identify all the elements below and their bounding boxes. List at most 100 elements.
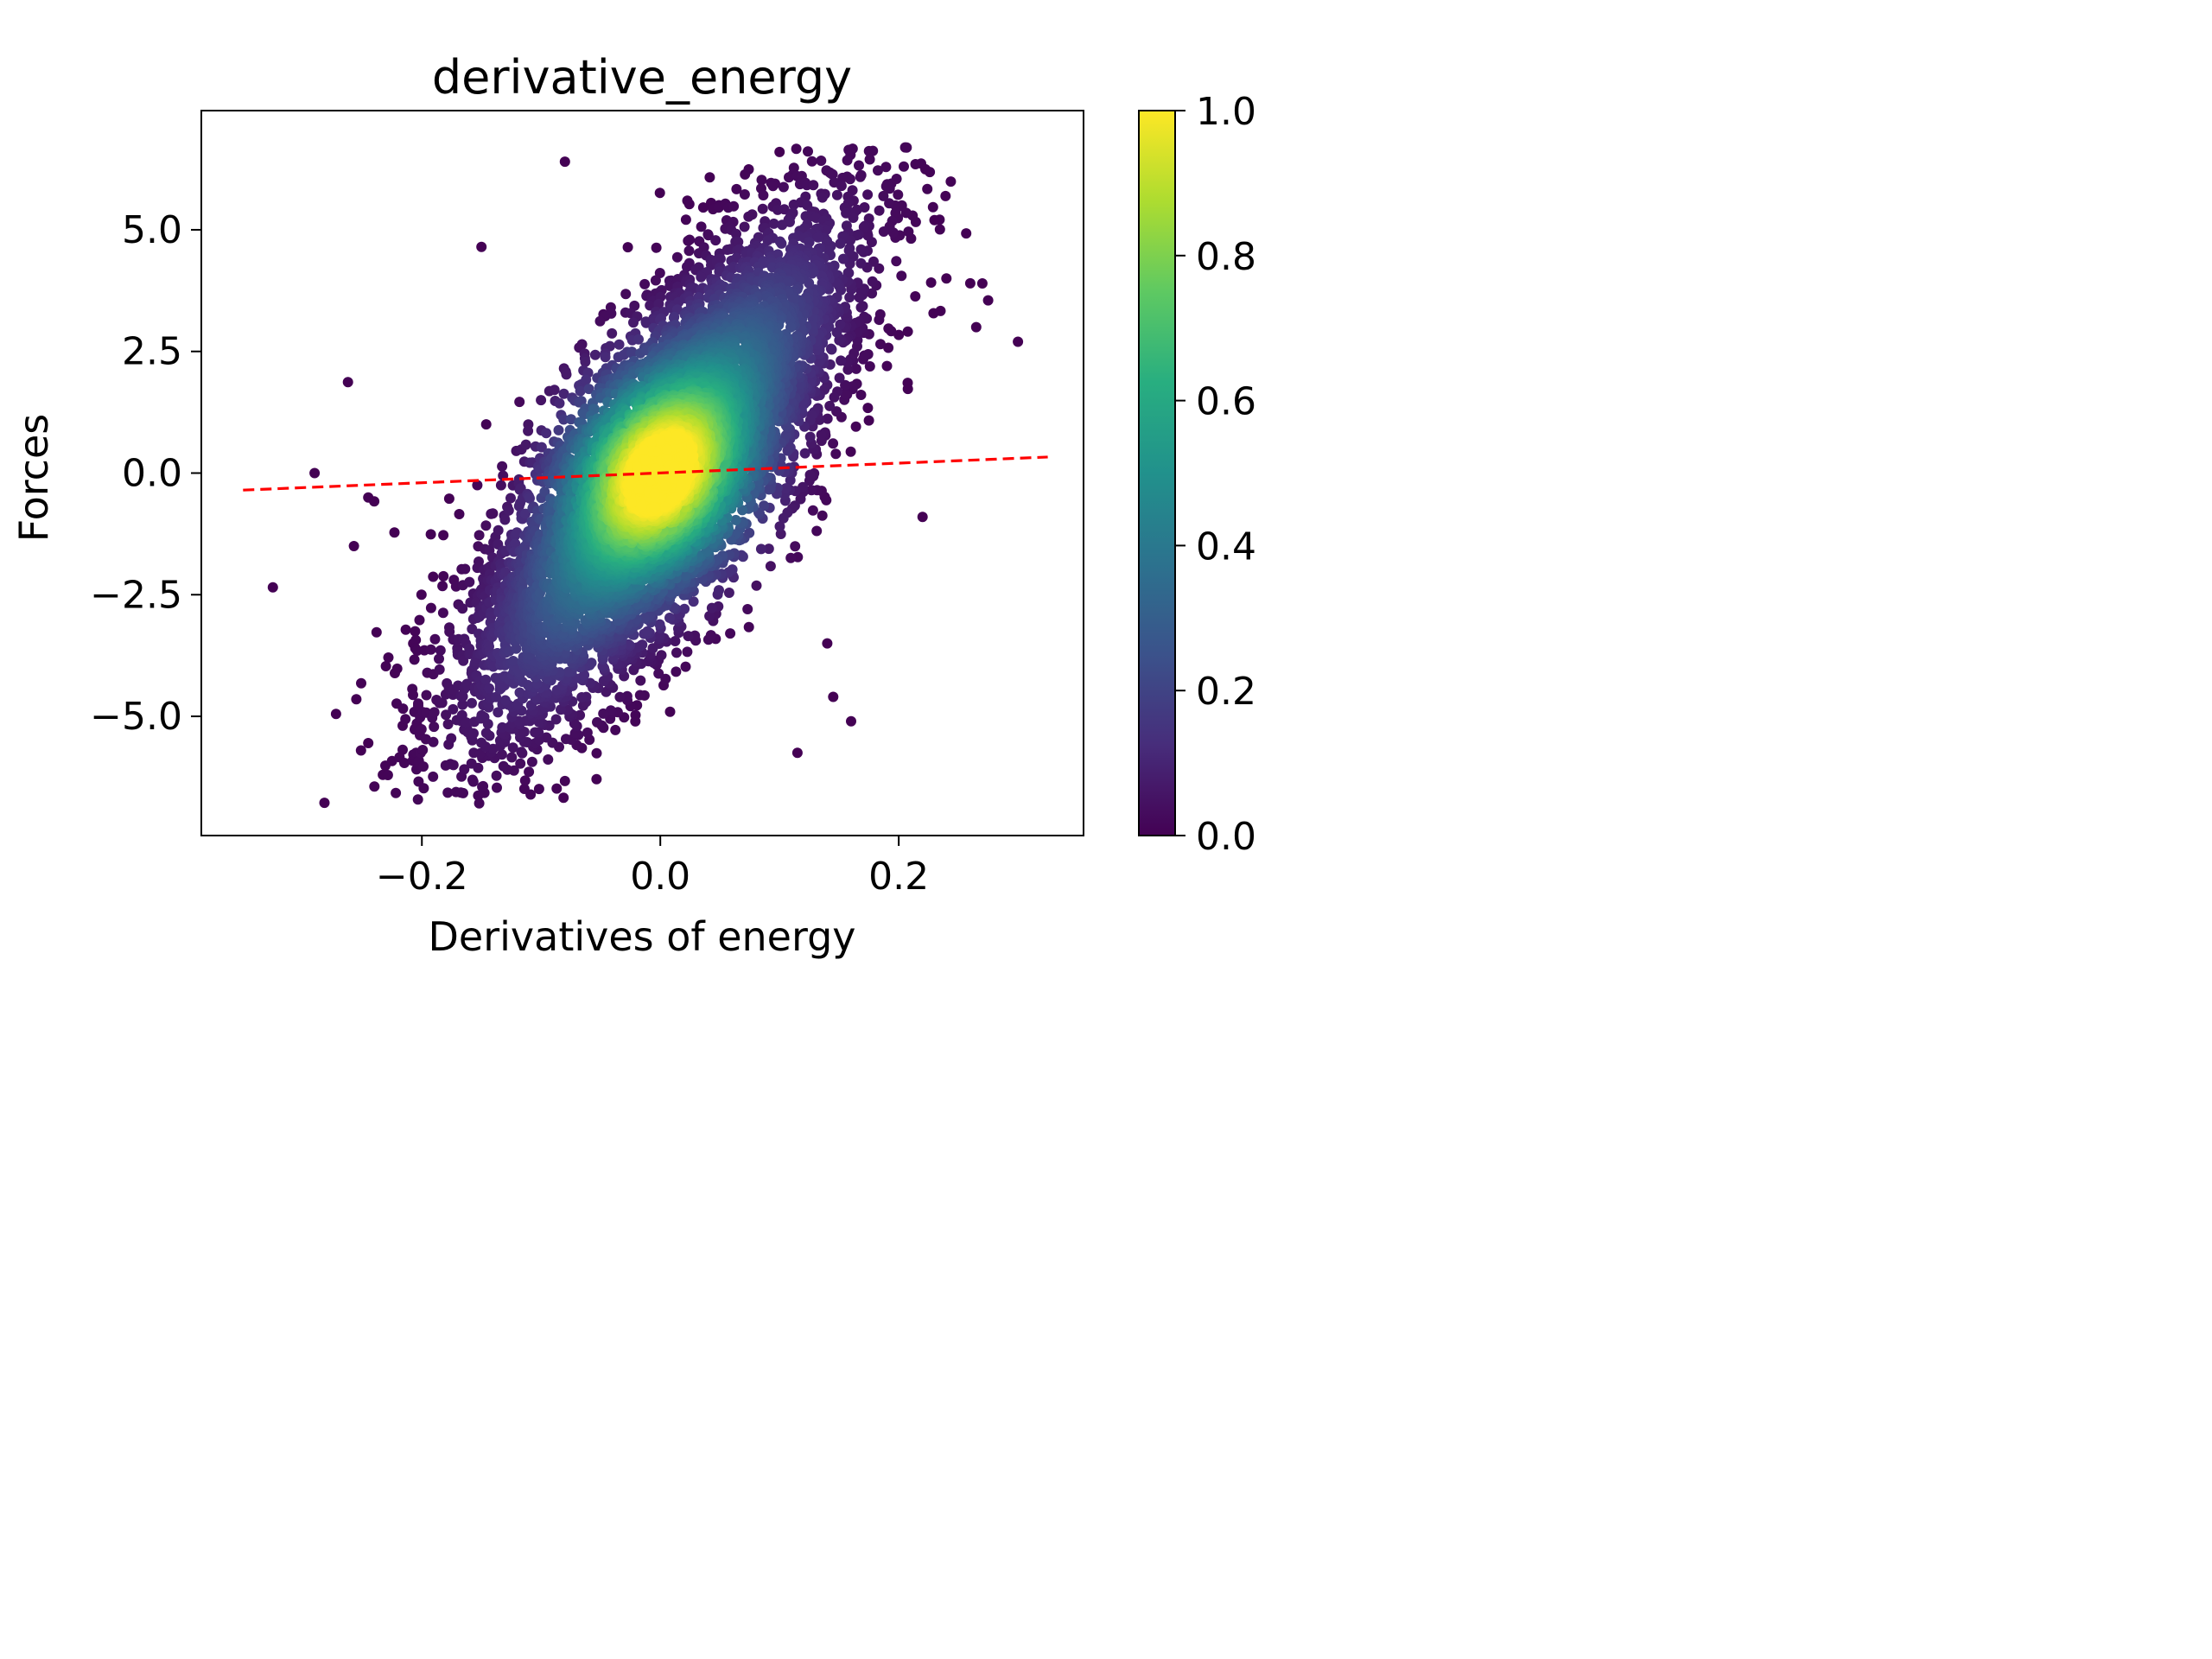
scatter-point: [945, 176, 957, 188]
scatter-point: [418, 783, 429, 794]
scatter-point: [461, 717, 472, 728]
scatter-point: [902, 378, 913, 389]
scatter-point: [816, 429, 827, 441]
scatter-point: [495, 480, 506, 491]
scatter-point: [428, 771, 439, 782]
scatter-point: [811, 525, 823, 537]
scatter-point: [480, 728, 492, 739]
scatter-point: [518, 727, 530, 737]
scatter-point: [438, 530, 449, 541]
scatter-point: [607, 327, 618, 339]
scatter-point: [639, 278, 651, 289]
scatter-point: [740, 168, 751, 180]
scatter-point: [417, 745, 429, 755]
scatter-point: [421, 690, 432, 701]
scatter-point: [684, 234, 696, 245]
scatter-point: [514, 397, 525, 408]
scatter-point: [806, 485, 817, 496]
scatter-point: [633, 334, 644, 345]
scatter-point: [697, 202, 709, 213]
scatter-point: [845, 446, 856, 457]
scatter-point: [524, 766, 535, 778]
scatter-point: [476, 737, 487, 748]
scatter-point: [855, 257, 867, 269]
scatter-point: [558, 388, 569, 399]
scatter-point: [829, 391, 840, 403]
scatter-point: [925, 277, 937, 288]
scatter-point: [397, 744, 408, 755]
scatter-point: [580, 356, 591, 367]
scatter-point: [606, 308, 617, 319]
scatter-point: [883, 323, 894, 334]
chart: derivative_energy −0.2 0.0 0.2 −5.0−2.50.0…: [10, 50, 1256, 960]
scatter-point: [400, 624, 411, 635]
scatter-point: [467, 697, 477, 709]
scatter-point: [710, 235, 721, 246]
scatter-point: [591, 747, 602, 759]
scatter-point: [688, 596, 699, 607]
scatter-point: [817, 510, 828, 521]
scatter-point: [976, 278, 988, 289]
scatter-point: [512, 527, 523, 538]
scatter-point: [778, 181, 789, 193]
scatter-point: [664, 613, 675, 623]
scatter-point: [416, 724, 427, 734]
scatter-point: [878, 226, 889, 237]
scatter-point: [855, 302, 867, 313]
scatter-point: [830, 448, 842, 460]
scatter-point: [561, 369, 572, 380]
scatter-point: [660, 673, 671, 684]
scatter-point: [874, 205, 885, 216]
scatter-point: [705, 630, 716, 641]
scatter-point: [863, 145, 874, 156]
scatter-point: [410, 626, 421, 637]
scatter-point: [828, 438, 839, 449]
scatter-point: [425, 602, 436, 613]
scatter-point: [487, 508, 499, 519]
scatter-point: [434, 653, 444, 664]
scatter-point: [831, 189, 842, 200]
scatter-point: [497, 461, 508, 472]
scatter-point: [843, 245, 855, 256]
scatter-point: [515, 758, 526, 769]
scatter-point: [765, 561, 776, 572]
scatter-point: [850, 363, 861, 374]
scatter-point: [533, 784, 544, 795]
scatter-point: [382, 770, 393, 780]
scatter-point: [940, 190, 951, 201]
scatter-point: [855, 244, 867, 255]
scatter-point: [434, 664, 445, 675]
scatter-point: [397, 703, 409, 715]
scatter-point: [747, 209, 758, 220]
scatter-point: [600, 352, 611, 363]
scatter-point: [454, 509, 465, 519]
scatter-point: [827, 168, 838, 180]
scatter-point: [492, 782, 502, 793]
scatter-point: [448, 703, 459, 715]
scatter-point: [559, 775, 570, 786]
scatter-point: [437, 581, 448, 592]
scatter-point: [799, 448, 810, 459]
scatter-point: [622, 242, 633, 253]
scatter-point: [524, 493, 535, 504]
scatter-point: [505, 493, 516, 504]
scatter-point: [493, 524, 504, 536]
scatter-point: [835, 238, 846, 249]
scatter-point: [864, 154, 875, 165]
scatter-point: [536, 442, 547, 453]
scatter-point: [478, 780, 489, 791]
scatter-point: [822, 413, 833, 424]
scatter-point: [551, 783, 563, 794]
scatter-points: [319, 142, 988, 809]
scatter-point: [457, 603, 468, 614]
scatter-point: [844, 292, 855, 303]
scatter-point: [858, 221, 869, 232]
scatter-point: [499, 514, 511, 525]
scatter-point: [704, 611, 715, 621]
chart-title: derivative_energy: [432, 50, 852, 105]
scatter-point: [496, 749, 507, 760]
scatter-point: [651, 242, 662, 253]
scatter-point: [899, 161, 909, 172]
scatter-point: [604, 340, 615, 352]
scatter-point: [520, 508, 531, 519]
